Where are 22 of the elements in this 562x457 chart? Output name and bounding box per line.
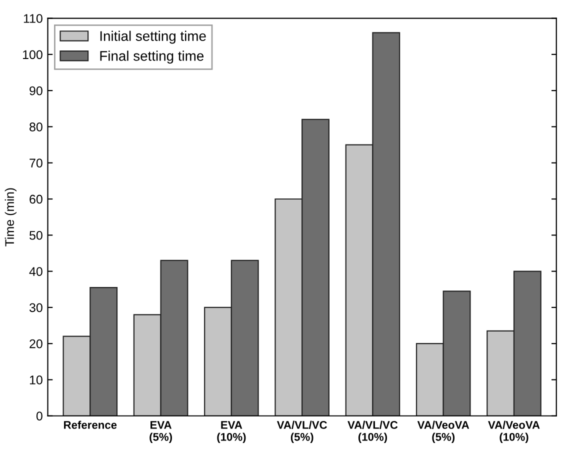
y-tick-label: 60 xyxy=(30,194,42,204)
y-tick-label: 0 xyxy=(36,412,42,421)
y-tick-label: 110 xyxy=(24,14,42,23)
y-tick-label: 90 xyxy=(30,86,42,96)
x-tick-label: VA/VeoVA (5%) xyxy=(417,420,470,444)
x-tick-label: VA/VL/VC (10%) xyxy=(348,420,398,444)
legend-label: Initial setting time xyxy=(100,30,206,44)
x-tick-label: EVA (10%) xyxy=(217,421,246,444)
x-tick-label: VA/VeoVA (10%) xyxy=(488,420,540,444)
x-tick-label: VA/VL/VC (5%) xyxy=(276,420,327,444)
y-axis-title: Time (min) xyxy=(4,188,16,246)
y-tick-label: 30 xyxy=(29,303,42,312)
x-tick-label: EVA (5%) xyxy=(150,421,172,444)
x-tick-label: Reference xyxy=(64,420,117,429)
y-tick-label: 70 xyxy=(30,158,42,168)
y-tick-label: 50 xyxy=(30,230,42,240)
y-tick-label: 10 xyxy=(30,376,42,384)
y-tick-label: 40 xyxy=(29,267,42,276)
legend-label: Final setting time xyxy=(100,50,204,64)
y-tick-label: 100 xyxy=(23,50,42,60)
y-tick-label: 20 xyxy=(30,339,42,348)
y-tick-label: 80 xyxy=(30,122,42,132)
